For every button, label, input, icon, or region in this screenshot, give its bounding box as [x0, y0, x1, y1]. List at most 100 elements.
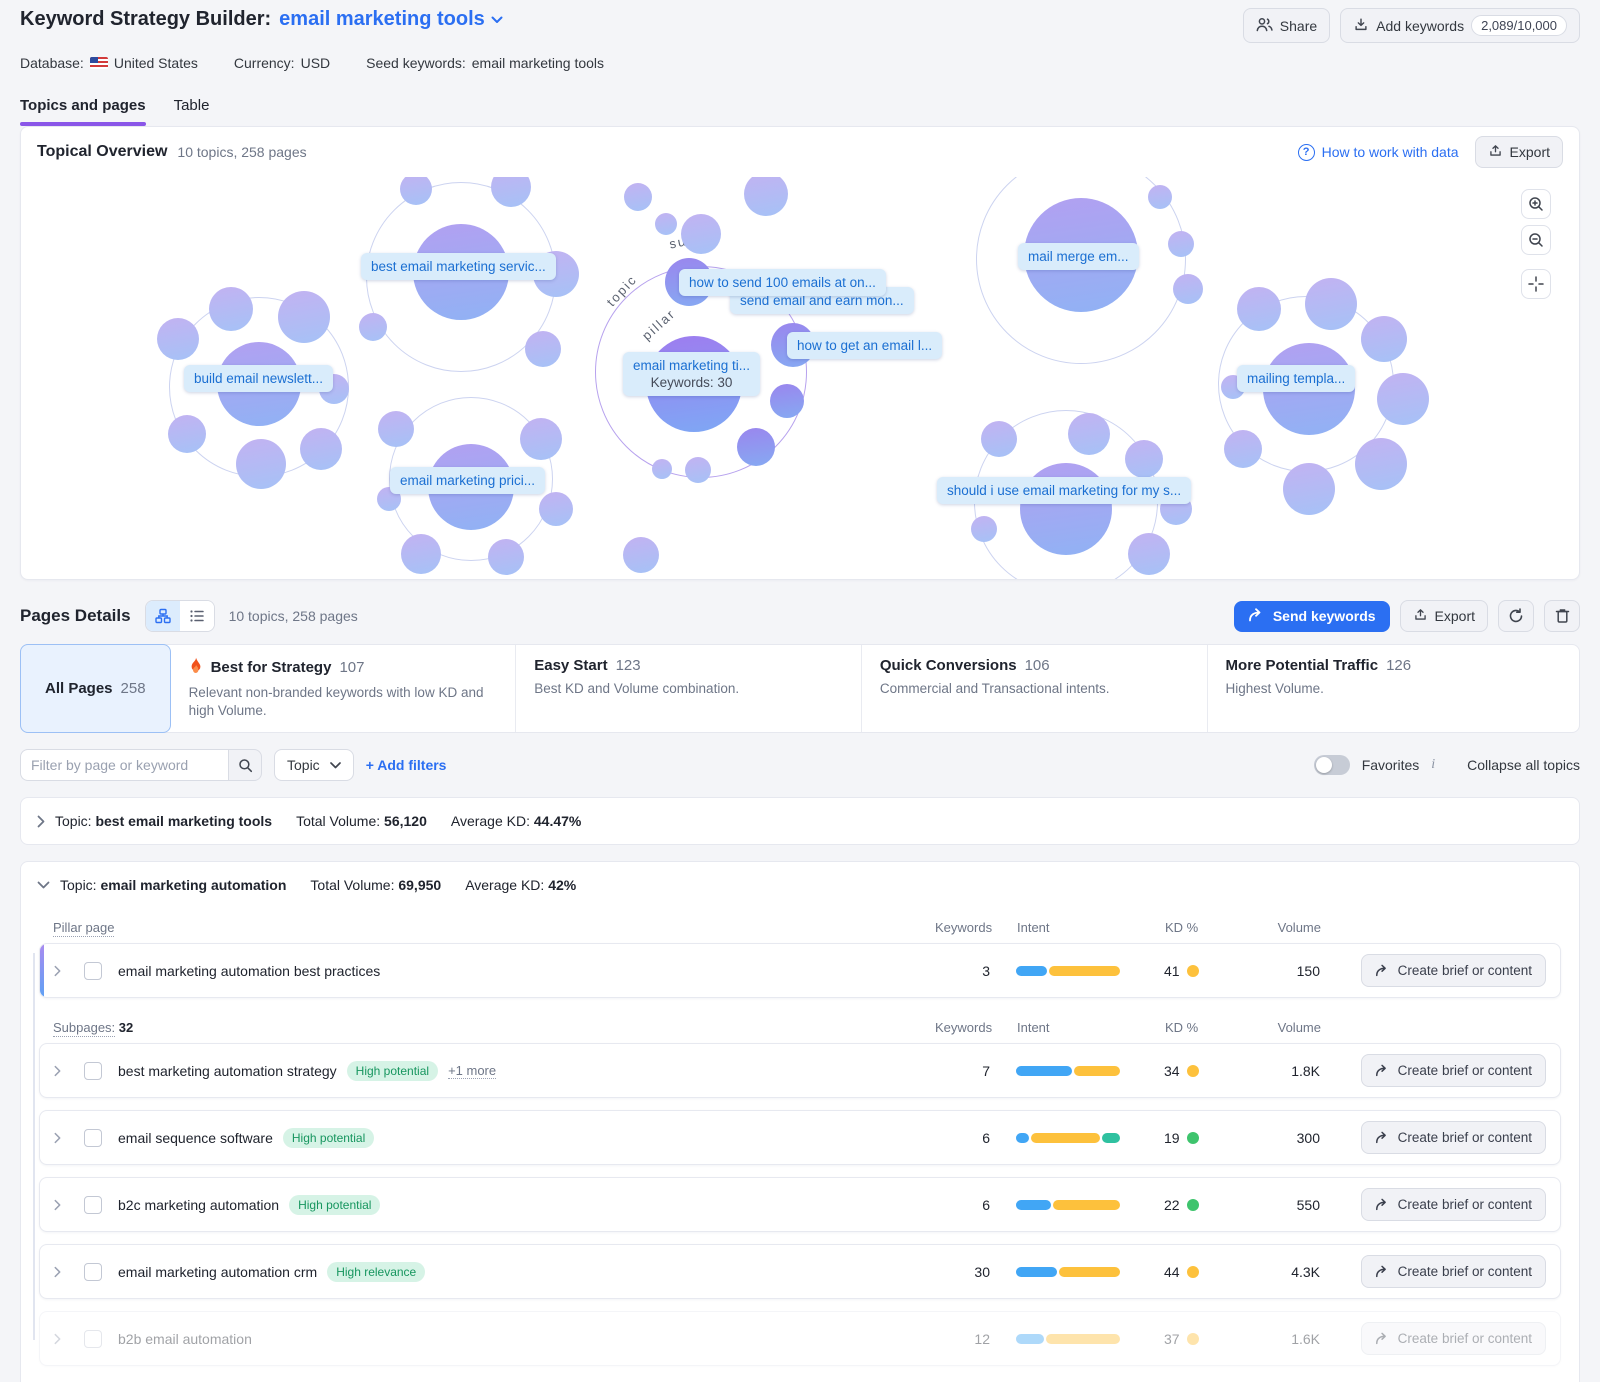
bubble-label[interactable]: should i use email marketing for my s...: [937, 477, 1191, 504]
sub-bubble[interactable]: [685, 457, 711, 483]
sub-bubble[interactable]: [236, 439, 286, 489]
sub-bubble[interactable]: [1128, 533, 1170, 575]
row-checkbox[interactable]: [84, 1196, 102, 1214]
sub-bubble[interactable]: [278, 291, 330, 343]
page-name[interactable]: email marketing automation crm: [118, 1264, 317, 1280]
strategy-tab-all-pages[interactable]: All Pages 258: [20, 644, 171, 733]
bubble-label[interactable]: email marketing prici...: [390, 467, 545, 494]
sub-bubble[interactable]: [624, 183, 652, 211]
sub-bubble[interactable]: [652, 459, 672, 479]
strategy-tab-quick-conversions[interactable]: Quick Conversions 106 Commercial and Tra…: [862, 645, 1208, 732]
sub-bubble[interactable]: [681, 214, 721, 254]
search-button[interactable]: [228, 749, 262, 781]
project-selector[interactable]: email marketing tools: [279, 8, 503, 31]
sub-bubble[interactable]: [1355, 438, 1407, 490]
list-view-button[interactable]: [180, 601, 214, 631]
sub-bubble[interactable]: [1125, 440, 1163, 478]
sub-bubble[interactable]: [1237, 287, 1281, 331]
tab-table[interactable]: Table: [174, 97, 210, 126]
sub-bubble[interactable]: [744, 177, 788, 216]
sub-bubble[interactable]: [488, 539, 524, 575]
row-checkbox[interactable]: [84, 1062, 102, 1080]
topic-header[interactable]: Topic: best email marketing tools Total …: [21, 798, 1579, 844]
page-name[interactable]: email sequence software: [118, 1130, 273, 1146]
favorites-toggle[interactable]: [1314, 755, 1350, 775]
info-icon[interactable]: i: [1431, 757, 1435, 773]
share-button[interactable]: Share: [1243, 8, 1330, 43]
filter-input[interactable]: [20, 749, 228, 781]
sub-bubble[interactable]: [157, 318, 199, 360]
sub-bubble[interactable]: [1361, 316, 1407, 362]
add-keywords-button[interactable]: Add keywords 2,089/10,000: [1340, 8, 1580, 43]
sub-bubble[interactable]: [1224, 430, 1262, 468]
bubble-label[interactable]: mailing templa...: [1237, 365, 1355, 392]
strategy-tab-best-for-strategy[interactable]: Best for Strategy 107 Relevant non-brand…: [171, 645, 517, 732]
row-checkbox[interactable]: [84, 1330, 102, 1348]
sub-bubble[interactable]: [539, 492, 573, 526]
sub-bubble[interactable]: [1168, 231, 1194, 257]
chevron-right-icon[interactable]: [54, 1333, 84, 1345]
zoom-in-button[interactable]: [1521, 189, 1551, 219]
bubble-label[interactable]: email marketing ti...: [633, 358, 750, 373]
refresh-button[interactable]: [1498, 600, 1534, 632]
bubble-label[interactable]: how to get an email l...: [787, 332, 942, 359]
topic-header[interactable]: Topic: email marketing automation Total …: [21, 862, 1579, 908]
chevron-down-icon[interactable]: [37, 881, 50, 889]
create-brief-button[interactable]: Create brief or content: [1361, 954, 1546, 987]
sub-bubble[interactable]: [1305, 278, 1357, 330]
tab-topics-and-pages[interactable]: Topics and pages: [20, 97, 146, 126]
sub-bubble[interactable]: [209, 287, 253, 331]
page-name[interactable]: best marketing automation strategy: [118, 1063, 337, 1079]
chevron-right-icon[interactable]: [37, 815, 45, 828]
sub-bubble[interactable]: [168, 415, 206, 453]
sub-bubble[interactable]: [971, 516, 997, 542]
chevron-right-icon[interactable]: [54, 1065, 84, 1077]
add-filters-link[interactable]: + Add filters: [366, 757, 447, 773]
bubble-label[interactable]: build email newslett...: [184, 365, 333, 392]
collapse-all-topics-link[interactable]: Collapse all topics: [1467, 757, 1580, 773]
page-name[interactable]: b2b email automation: [118, 1331, 252, 1347]
sub-bubble[interactable]: [525, 331, 561, 367]
sub-bubble[interactable]: [1173, 274, 1203, 304]
chevron-right-icon[interactable]: [54, 1132, 84, 1144]
sub-bubble[interactable]: [401, 534, 441, 574]
sub-bubble[interactable]: [300, 428, 342, 470]
fit-view-button[interactable]: [1521, 269, 1551, 299]
sub-bubble[interactable]: [1148, 185, 1172, 209]
strategy-tab-more-potential-traffic[interactable]: More Potential Traffic 126 Highest Volum…: [1208, 645, 1579, 732]
strategy-tab-easy-start[interactable]: Easy Start 123 Best KD and Volume combin…: [516, 645, 862, 732]
how-to-work-with-data-link[interactable]: ? How to work with data: [1298, 144, 1459, 161]
chevron-right-icon[interactable]: [54, 1266, 84, 1278]
delete-button[interactable]: [1544, 600, 1580, 632]
sub-bubble[interactable]: [737, 428, 775, 466]
page-name[interactable]: email marketing automation best practice…: [118, 963, 380, 979]
bubble-label[interactable]: best email marketing servic...: [361, 253, 556, 280]
sub-bubble[interactable]: [1377, 373, 1429, 425]
pages-export-button[interactable]: Export: [1400, 600, 1488, 632]
create-brief-button[interactable]: Create brief or content: [1361, 1188, 1546, 1221]
bubble-label[interactable]: mail merge em...: [1018, 243, 1139, 270]
chevron-right-icon[interactable]: [54, 965, 84, 977]
create-brief-button[interactable]: Create brief or content: [1361, 1121, 1546, 1154]
create-brief-button[interactable]: Create brief or content: [1361, 1322, 1546, 1355]
row-checkbox[interactable]: [84, 1129, 102, 1147]
tree-view-button[interactable]: [146, 601, 180, 631]
sub-bubble[interactable]: [359, 313, 387, 341]
row-checkbox[interactable]: [84, 1263, 102, 1281]
sub-bubble[interactable]: [623, 537, 659, 573]
sub-bubble[interactable]: [655, 213, 677, 235]
overview-export-button[interactable]: Export: [1475, 136, 1563, 168]
row-checkbox[interactable]: [84, 962, 102, 980]
bubble-label[interactable]: how to send 100 emails at on...: [679, 269, 886, 296]
sub-bubble[interactable]: [1068, 413, 1110, 455]
topic-filter-select[interactable]: Topic: [274, 749, 354, 781]
sub-bubble[interactable]: [1283, 463, 1335, 515]
sub-bubble[interactable]: [770, 384, 804, 418]
sub-bubble[interactable]: [378, 411, 414, 447]
send-keywords-button[interactable]: Send keywords: [1234, 601, 1390, 632]
sub-bubble[interactable]: [520, 418, 562, 460]
create-brief-button[interactable]: Create brief or content: [1361, 1054, 1546, 1087]
zoom-out-button[interactable]: [1521, 225, 1551, 255]
chevron-right-icon[interactable]: [54, 1199, 84, 1211]
page-name[interactable]: b2c marketing automation: [118, 1197, 279, 1213]
